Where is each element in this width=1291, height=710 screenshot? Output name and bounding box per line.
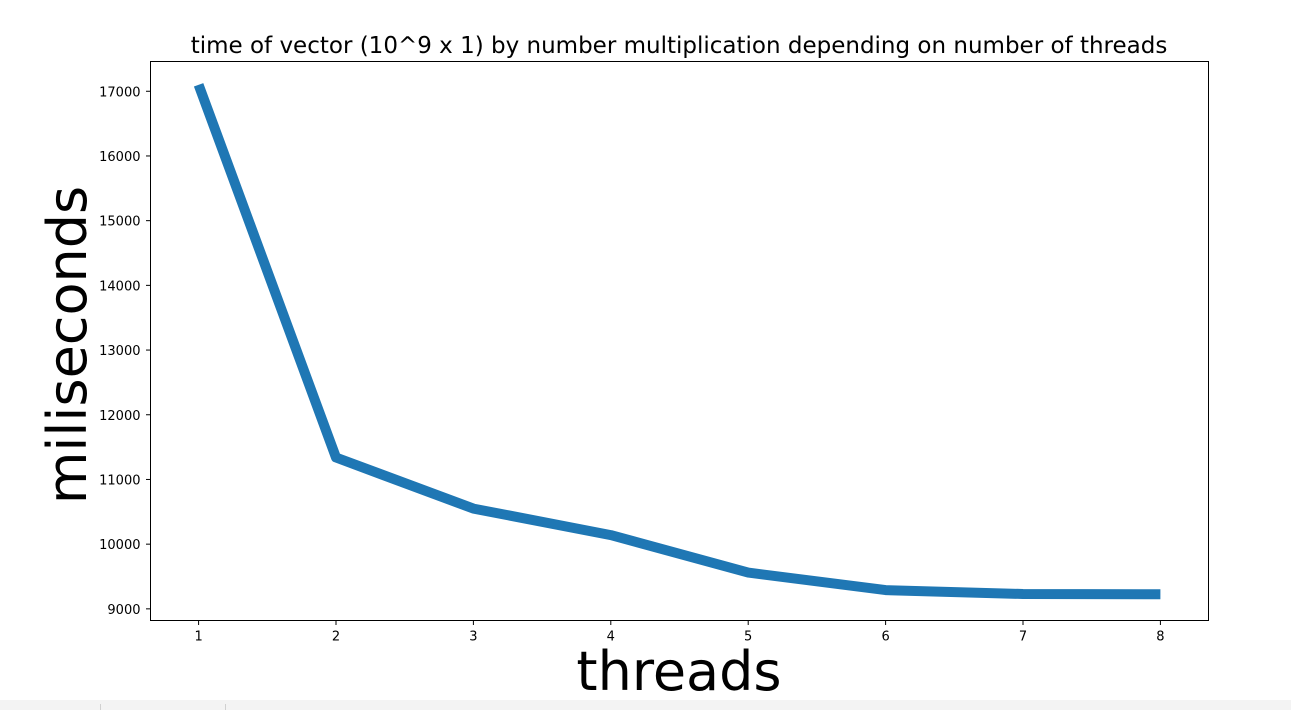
status-bar-divider: [225, 704, 226, 710]
y-tick-label: 9000: [107, 603, 140, 618]
plot-area: [193, 83, 1161, 600]
bottom-status-bar: [0, 700, 1291, 710]
x-tick-label: 5: [744, 630, 752, 645]
y-tick-label: 12000: [99, 409, 140, 424]
status-bar-divider: [100, 704, 101, 710]
y-tick-label: 17000: [99, 85, 140, 100]
x-axis-label: threads: [576, 640, 781, 700]
y-tick-label: 13000: [99, 344, 140, 359]
x-tick-label: 3: [469, 630, 477, 645]
y-axis-label: miliseconds: [36, 186, 99, 504]
y-tick-label: 16000: [99, 150, 140, 165]
y-tick-label: 14000: [99, 279, 140, 294]
x-tick-label: 6: [881, 630, 889, 645]
x-axis: 1 2 3 4 5 6 7 8: [194, 620, 1165, 645]
y-axis: 9000 10000 11000 12000 13000 14000 15000 16000 1…: [99, 85, 151, 618]
y-tick-label: 11000: [99, 473, 140, 488]
series-line: [193, 83, 1161, 600]
x-tick-label: 8: [1156, 630, 1164, 645]
plot-frame: [150, 61, 1209, 621]
x-tick-label: 4: [607, 630, 615, 645]
x-tick-label: 1: [194, 630, 202, 645]
y-tick-label: 10000: [99, 538, 140, 553]
y-tick-label: 15000: [99, 215, 140, 230]
x-tick-label: 2: [332, 630, 340, 645]
x-tick-label: 7: [1019, 630, 1027, 645]
chart-title: time of vector (10^9 x 1) by number mult…: [191, 33, 1168, 59]
